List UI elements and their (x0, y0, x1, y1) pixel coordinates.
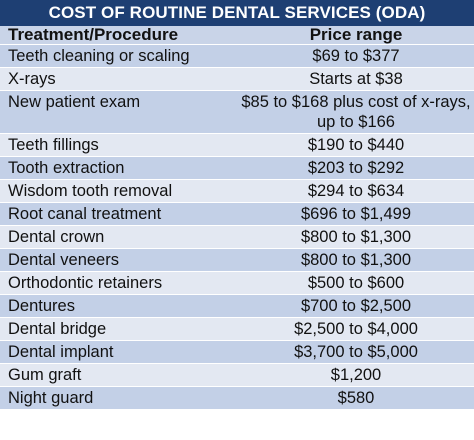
price-cell: $3,700 to $5,000 (238, 340, 474, 364)
price-cell: $800 to $1,300 (238, 248, 474, 272)
treatment-cell: X-rays (0, 67, 238, 91)
price-cell: $1,200 (238, 363, 474, 387)
treatment-cell: Dentures (0, 294, 238, 318)
treatment-cell: Root canal treatment (0, 202, 238, 226)
table-row: Teeth cleaning or scaling $69 to $377 (0, 44, 474, 68)
price-cell: $700 to $2,500 (238, 294, 474, 318)
treatment-cell: Tooth extraction (0, 156, 238, 180)
treatment-cell: Gum graft (0, 363, 238, 387)
treatment-cell: Dental veneers (0, 248, 238, 272)
table-row: Dental implant $3,700 to $5,000 (0, 340, 474, 364)
header-row: Treatment/Procedure Price range (0, 26, 474, 45)
price-cell: $203 to $292 (238, 156, 474, 180)
price-cell: $294 to $634 (238, 179, 474, 203)
header-price: Price range (238, 26, 474, 45)
table-row: Dental crown $800 to $1,300 (0, 225, 474, 249)
treatment-cell: Dental implant (0, 340, 238, 364)
table-row: Night guard $580 (0, 386, 474, 410)
treatment-cell: Teeth cleaning or scaling (0, 44, 238, 68)
table-row: Dentures $700 to $2,500 (0, 294, 474, 318)
treatment-cell: Dental bridge (0, 317, 238, 341)
dental-costs-table: Treatment/Procedure Price range Teeth cl… (0, 26, 474, 410)
treatment-cell: New patient exam (0, 90, 238, 134)
price-cell: $190 to $440 (238, 133, 474, 157)
table-row: Wisdom tooth removal $294 to $634 (0, 179, 474, 203)
price-cell: $500 to $600 (238, 271, 474, 295)
price-cell: $85 to $168 plus cost of x-rays, up to $… (238, 90, 474, 134)
table-row: Gum graft $1,200 (0, 363, 474, 387)
price-cell: $800 to $1,300 (238, 225, 474, 249)
treatment-cell: Teeth fillings (0, 133, 238, 157)
treatment-cell: Orthodontic retainers (0, 271, 238, 295)
table-row: New patient exam $85 to $168 plus cost o… (0, 90, 474, 134)
treatment-cell: Wisdom tooth removal (0, 179, 238, 203)
price-cell: $696 to $1,499 (238, 202, 474, 226)
table-row: Root canal treatment $696 to $1,499 (0, 202, 474, 226)
price-cell: $2,500 to $4,000 (238, 317, 474, 341)
price-cell: $580 (238, 386, 474, 410)
table-row: Orthodontic retainers $500 to $600 (0, 271, 474, 295)
treatment-cell: Night guard (0, 386, 238, 410)
table-row: Dental bridge $2,500 to $4,000 (0, 317, 474, 341)
header-treatment: Treatment/Procedure (0, 26, 238, 45)
table-row: Tooth extraction $203 to $292 (0, 156, 474, 180)
price-cell: Starts at $38 (238, 67, 474, 91)
price-cell: $69 to $377 (238, 44, 474, 68)
treatment-cell: Dental crown (0, 225, 238, 249)
table-row: Teeth fillings $190 to $440 (0, 133, 474, 157)
table-row: X-rays Starts at $38 (0, 67, 474, 91)
table-title: COST OF ROUTINE DENTAL SERVICES (ODA) (0, 0, 474, 26)
table-row: Dental veneers $800 to $1,300 (0, 248, 474, 272)
